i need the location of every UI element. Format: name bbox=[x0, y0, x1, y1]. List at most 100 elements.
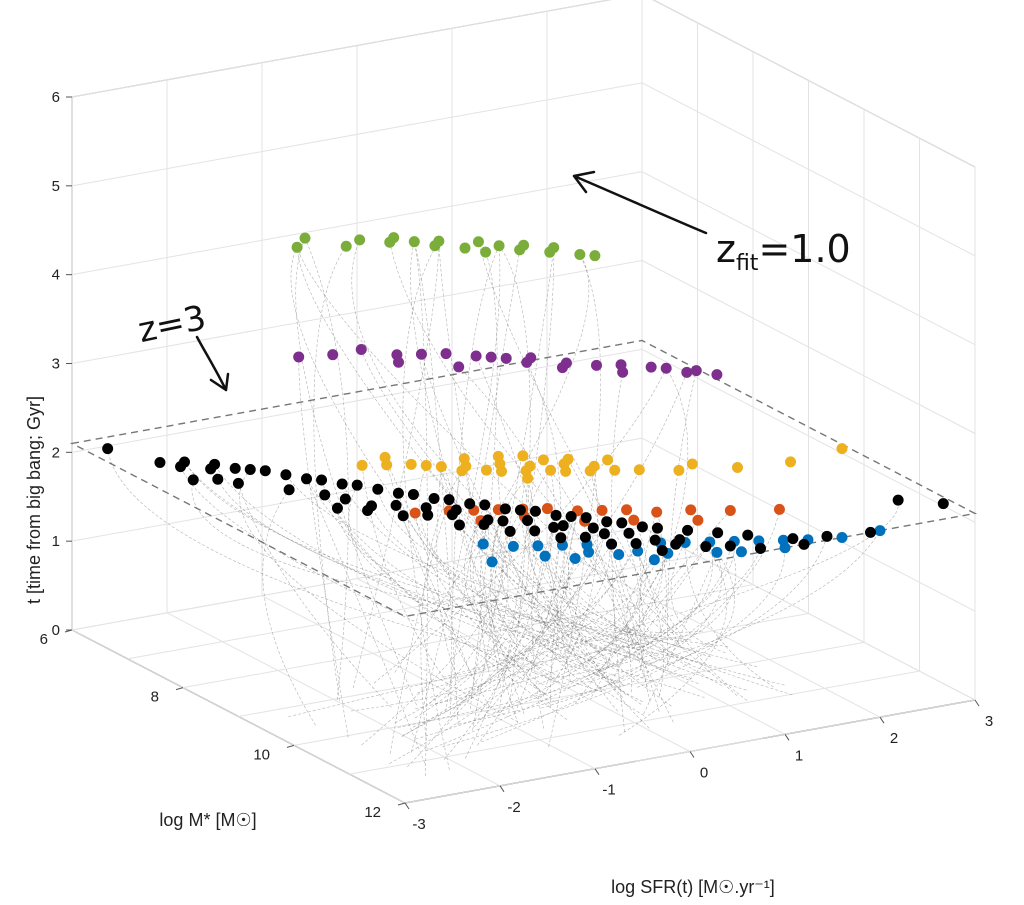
data-point-series-3 bbox=[773, 503, 785, 515]
data-point-series-4 bbox=[539, 550, 551, 562]
evolution-track bbox=[414, 512, 603, 693]
evolution-track bbox=[531, 545, 545, 729]
data-point-series-5 bbox=[301, 473, 312, 485]
evolution-track bbox=[184, 461, 705, 698]
data-point-series-5 bbox=[712, 527, 724, 539]
data-point-series-5 bbox=[187, 474, 199, 486]
data-point-series-5 bbox=[623, 527, 635, 539]
data-point-series-2 bbox=[458, 453, 470, 465]
x-tick-label: 3 bbox=[985, 713, 993, 730]
grid-line-side-wall bbox=[641, 437, 976, 612]
data-point-series-0 bbox=[480, 246, 492, 258]
data-point-series-3 bbox=[651, 506, 663, 518]
data-point-series-3 bbox=[685, 504, 697, 516]
x-tick-mark bbox=[784, 734, 790, 741]
evolution-track bbox=[639, 512, 657, 702]
data-point-series-5 bbox=[601, 516, 613, 528]
evolution-track bbox=[626, 550, 675, 664]
evolution-track bbox=[477, 533, 605, 746]
evolution-track bbox=[306, 478, 426, 764]
data-point-series-5 bbox=[514, 504, 526, 516]
evolution-track bbox=[290, 247, 551, 705]
data-point-series-2 bbox=[686, 458, 698, 470]
data-point-series-5 bbox=[892, 494, 904, 506]
data-point-series-5 bbox=[651, 522, 663, 534]
evolution-track bbox=[288, 500, 899, 717]
data-point-series-2 bbox=[633, 464, 645, 476]
evolution-track bbox=[433, 498, 672, 707]
grid-line-side-wall bbox=[641, 171, 976, 346]
y-tick-label: 6 bbox=[40, 631, 48, 648]
evolution-track bbox=[414, 241, 459, 725]
data-point-series-0 bbox=[340, 240, 352, 252]
annotation-zfit: zfit=1.0 bbox=[572, 170, 851, 276]
evolution-track bbox=[499, 247, 555, 708]
y-tick-mark bbox=[397, 802, 406, 806]
data-point-series-5 bbox=[565, 510, 577, 522]
evolution-track bbox=[426, 465, 609, 664]
data-point-series-1 bbox=[500, 352, 512, 364]
evolution-track bbox=[514, 362, 561, 714]
data-point-series-2 bbox=[435, 461, 447, 473]
data-point-series-5 bbox=[331, 502, 343, 514]
data-point-series-5 bbox=[700, 541, 712, 553]
evolution-track bbox=[560, 558, 637, 642]
evolution-track bbox=[341, 483, 600, 667]
evolution-track bbox=[628, 533, 664, 697]
data-point-series-1 bbox=[393, 356, 404, 368]
evolution-track bbox=[458, 536, 828, 725]
data-point-series-5 bbox=[548, 521, 560, 533]
z-tick-label: 1 bbox=[52, 533, 60, 550]
data-point-series-5 bbox=[102, 443, 114, 455]
data-point-series-5 bbox=[616, 517, 628, 529]
data-point-series-0 bbox=[388, 232, 400, 244]
grid-line-side-wall bbox=[641, 260, 976, 434]
evolution-track bbox=[539, 466, 598, 699]
data-point-series-5 bbox=[319, 489, 331, 501]
evolution-track bbox=[402, 537, 569, 736]
data-point-series-5 bbox=[351, 479, 363, 491]
evolution-track bbox=[411, 245, 501, 753]
evolution-track bbox=[618, 554, 711, 673]
evolution-track bbox=[324, 494, 570, 650]
evolution-track bbox=[534, 530, 559, 685]
x-tick-mark bbox=[689, 751, 695, 758]
data-point-series-2 bbox=[609, 464, 621, 476]
evolution-track bbox=[614, 368, 689, 677]
axes-box bbox=[71, 0, 976, 804]
data-point-series-1 bbox=[453, 361, 465, 373]
evolution-track bbox=[321, 479, 545, 695]
data-point-series-5 bbox=[443, 494, 455, 506]
x-tick-label: -2 bbox=[507, 799, 520, 816]
data-point-series-4 bbox=[613, 549, 625, 561]
data-point-series-5 bbox=[482, 514, 494, 526]
evolution-track bbox=[464, 520, 556, 703]
data-point-series-5 bbox=[209, 458, 221, 470]
grid-line-back-wall bbox=[71, 348, 643, 453]
annotation-z3-text: z=3 bbox=[135, 298, 210, 351]
evolution-track bbox=[643, 552, 718, 715]
evolution-track bbox=[214, 464, 624, 685]
data-point-series-2 bbox=[673, 464, 685, 476]
x-tick-label: -3 bbox=[412, 816, 425, 833]
data-point-series-1 bbox=[327, 349, 339, 361]
evolution-track bbox=[588, 552, 653, 654]
evolution-track bbox=[497, 456, 643, 703]
y-tick-mark bbox=[286, 744, 295, 748]
evolution-track bbox=[472, 543, 622, 679]
data-point-series-4 bbox=[711, 546, 723, 558]
data-point-series-1 bbox=[525, 352, 537, 364]
grid-line-back-wall bbox=[71, 260, 643, 364]
data-point-series-5 bbox=[821, 530, 833, 542]
data-point-series-2 bbox=[836, 443, 848, 455]
data-point-series-0 bbox=[408, 236, 420, 248]
evolution-track bbox=[410, 241, 525, 715]
data-point-series-5 bbox=[598, 528, 610, 540]
data-point-series-5 bbox=[244, 464, 256, 476]
data-point-series-2 bbox=[588, 460, 600, 472]
data-point-series-5 bbox=[420, 502, 432, 514]
data-point-series-4 bbox=[532, 540, 544, 552]
data-point-series-5 bbox=[397, 510, 409, 522]
evolution-track bbox=[415, 545, 731, 740]
